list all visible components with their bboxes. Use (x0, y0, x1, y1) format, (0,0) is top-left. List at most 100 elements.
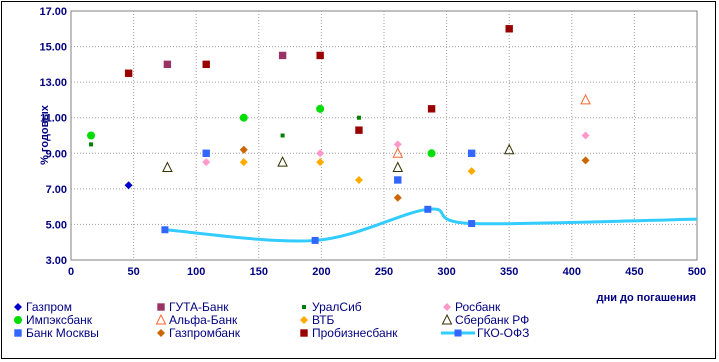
legend-marker (155, 314, 167, 325)
data-point (277, 156, 288, 167)
x-tick-label: 350 (500, 266, 518, 278)
data-point (393, 193, 402, 202)
data-point (163, 60, 172, 69)
legend-marker (299, 328, 309, 338)
legend-marker (156, 302, 166, 312)
data-point (124, 68, 133, 78)
y-tick-label: 11.00 (40, 113, 67, 125)
y-tick-label: 17.00 (39, 6, 67, 18)
legend-label: Сбербанк РФ (455, 313, 530, 327)
legend-label: Банк Москвы (26, 326, 99, 340)
y-tick-label: 13.00 (39, 77, 67, 89)
data-point (239, 158, 248, 167)
legend-label: ВТБ (312, 313, 335, 327)
series-уралсиб (89, 115, 361, 147)
legend-label: Альфа-Банк (169, 313, 238, 327)
series-росбанк (202, 131, 590, 167)
data-point (278, 51, 287, 60)
legend-marker (302, 305, 306, 309)
data-point (311, 236, 319, 244)
data-point (581, 131, 590, 140)
legend-marker (157, 329, 165, 337)
series-пробизнесбанк (124, 24, 514, 135)
legend-label: Газпромбанк (169, 326, 240, 340)
data-point (201, 148, 211, 158)
data-point (239, 145, 248, 154)
series-втб (239, 158, 476, 184)
data-point (316, 158, 325, 167)
y-tick-label: 3.00 (46, 255, 67, 267)
legend-swatch (441, 329, 475, 337)
x-tick-label: 50 (127, 266, 139, 278)
series-гко-офз (161, 205, 698, 244)
data-point (424, 205, 432, 213)
y-tick-label: 9.00 (46, 148, 67, 160)
y-tick-label: 7.00 (46, 184, 67, 196)
data-point (87, 131, 96, 140)
legend-marker (13, 328, 23, 338)
legend-swatch (156, 302, 166, 312)
legend-label: ГУТА-Банк (169, 300, 229, 314)
data-point (201, 60, 211, 69)
x-tick-label: 450 (625, 266, 643, 278)
y-tick-label: 15.00 (39, 42, 67, 54)
legend-swatch (155, 314, 167, 325)
y-axis-label: % годовых (39, 104, 51, 165)
legend-label: Росбанк (455, 300, 501, 314)
legend-swatch (441, 314, 453, 325)
x-tick-label: 150 (250, 266, 268, 278)
data-series (87, 24, 698, 244)
data-point (427, 104, 436, 114)
x-tick-label: 400 (563, 266, 581, 278)
data-point (504, 24, 514, 34)
legend-marker (14, 303, 22, 311)
data-point (280, 133, 285, 138)
series-сбербанк-рф (162, 143, 515, 173)
data-point (354, 125, 364, 135)
data-point (356, 115, 361, 120)
x-axis-label: дни до погашения (597, 292, 696, 304)
legend-swatch (13, 328, 23, 338)
x-tick-label: 250 (375, 266, 393, 278)
x-tick-label: 100 (187, 266, 205, 278)
axes: 3.00 5.00 7.00 9.00 11.00 13.00 15.00 17.00 0 50 1… (39, 6, 706, 278)
legend-label: Газпром (26, 300, 72, 314)
data-point (392, 147, 404, 158)
legend-swatch (299, 328, 309, 338)
data-point (468, 220, 476, 228)
legend-marker (14, 316, 22, 324)
series-газпром (124, 181, 133, 190)
data-point (316, 104, 325, 113)
data-point (503, 143, 515, 155)
data-point (124, 181, 133, 190)
series-банк-москвы (201, 148, 476, 185)
data-point (202, 158, 211, 167)
data-point (467, 167, 476, 176)
series-газпромбанк (239, 145, 590, 202)
data-point (354, 175, 363, 184)
series-импэксбанк (87, 104, 436, 158)
legend-marker (300, 316, 308, 324)
data-point (467, 148, 476, 158)
data-point (315, 51, 325, 60)
legend-marker (441, 314, 453, 325)
x-tick-label: 500 (688, 266, 706, 278)
y-tick-label: 5.00 (46, 219, 67, 231)
legend-swatch (14, 316, 22, 324)
data-point (392, 161, 404, 173)
legend-swatch (300, 316, 308, 324)
data-point (393, 140, 402, 149)
legend-marker (443, 303, 451, 311)
x-tick-label: 200 (312, 266, 330, 278)
data-point (580, 93, 591, 105)
legend-swatch (14, 303, 22, 311)
data-point (581, 156, 590, 165)
legend-swatch (157, 329, 165, 337)
legend-label: Импэксбанк (26, 313, 93, 327)
data-point (316, 149, 325, 158)
data-point (427, 149, 436, 158)
x-tick-label: 300 (437, 266, 455, 278)
grid-lines (71, 11, 697, 260)
